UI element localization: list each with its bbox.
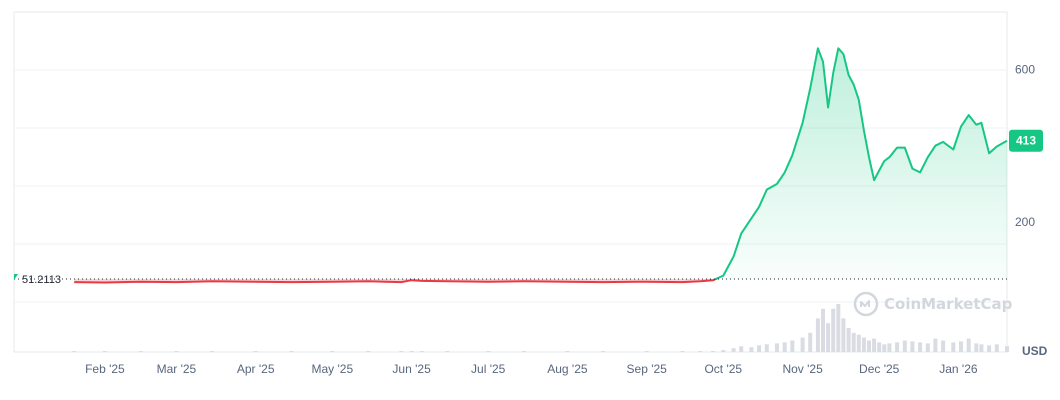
- x-tick-label: Aug '25: [547, 362, 588, 376]
- volume-bar: [601, 351, 606, 352]
- volume-bar: [836, 304, 841, 352]
- volume-bars: [72, 304, 1009, 352]
- volume-bar: [918, 342, 923, 352]
- volume-bar: [910, 341, 915, 352]
- price-line-up: [713, 47, 1008, 279]
- volume-bar: [959, 341, 963, 352]
- x-tick-label: Mar '25: [157, 362, 197, 376]
- x-tick-label: Jun '25: [392, 362, 431, 376]
- volume-bar: [815, 318, 820, 352]
- volume-bar: [1005, 346, 1009, 352]
- volume-bar: [680, 351, 685, 352]
- volume-bar: [721, 350, 726, 352]
- volume-bar: [841, 318, 846, 352]
- volume-bar: [739, 346, 744, 352]
- volume-bar: [831, 308, 836, 352]
- volume-bar: [522, 351, 526, 352]
- volume-bar: [895, 342, 900, 352]
- volume-bar: [846, 328, 851, 352]
- x-tick-label: Oct '25: [704, 362, 742, 376]
- volume-bar: [856, 334, 861, 352]
- current-price-label: 413: [1016, 134, 1036, 148]
- area-above-baseline: [715, 48, 1007, 279]
- volume-bar: [210, 351, 215, 352]
- volume-bar: [409, 351, 414, 352]
- volume-bar: [445, 351, 450, 352]
- volume-bar: [826, 323, 831, 352]
- volume-bar: [994, 344, 999, 352]
- y-tick-label: 200: [1015, 215, 1035, 229]
- volume-bar: [565, 351, 570, 352]
- currency-label: USD: [1022, 344, 1048, 358]
- volume-bar: [711, 351, 716, 352]
- volume-bar: [941, 340, 946, 352]
- volume-bar: [764, 344, 769, 352]
- volume-bar: [902, 340, 907, 352]
- volume-bar: [861, 337, 866, 352]
- volume-bar: [174, 351, 179, 352]
- volume-bar: [399, 351, 404, 352]
- volume-bar: [966, 338, 971, 352]
- x-tick-label: Jul '25: [471, 362, 506, 376]
- volume-bar: [987, 345, 992, 352]
- watermark-text: CoinMarketCap: [884, 295, 1013, 313]
- price-line-down: [74, 278, 719, 284]
- volume-bar: [486, 351, 491, 352]
- volume-bar: [877, 342, 882, 352]
- volume-bar: [800, 337, 805, 352]
- x-tick-label: Apr '25: [237, 362, 275, 376]
- volume-bar: [821, 308, 825, 352]
- x-tick-label: Jan '26: [939, 362, 978, 376]
- volume-bar: [808, 332, 813, 352]
- x-axis-ticks: Feb '25 Mar '25 Apr '25 May '25 Jun '25 Jul '…: [85, 362, 978, 376]
- volume-bar: [887, 343, 892, 352]
- y-tick-label: 600: [1015, 62, 1035, 76]
- volume-bar: [925, 343, 930, 352]
- volume-bar: [851, 332, 856, 352]
- baseline-marker-icon: [14, 273, 18, 280]
- x-tick-label: Dec '25: [859, 362, 900, 376]
- volume-bar: [366, 351, 371, 352]
- volume-bar: [731, 348, 736, 352]
- coinmarketcap-logo-icon: [853, 291, 879, 317]
- y-axis-ticks: 200 600: [1015, 62, 1035, 229]
- volume-bar: [979, 344, 984, 352]
- volume-bar: [644, 351, 649, 352]
- x-tick-label: Nov '25: [782, 362, 823, 376]
- volume-bar: [867, 340, 871, 352]
- volume-bar: [974, 343, 979, 352]
- volume-bar: [782, 342, 787, 352]
- volume-bar: [951, 342, 956, 352]
- baseline-label: 51.2113: [22, 274, 61, 286]
- watermark: CoinMarketCap: [853, 291, 1013, 317]
- volume-bar: [138, 351, 143, 352]
- volume-bar: [749, 347, 754, 352]
- volume-bar: [330, 351, 335, 352]
- volume-bar: [757, 345, 762, 352]
- volume-bar: [882, 344, 887, 352]
- volume-bar: [289, 351, 294, 352]
- volume-bar: [933, 338, 938, 352]
- current-price-badge-bg: [1009, 129, 1043, 152]
- x-tick-label: May '25: [311, 362, 353, 376]
- volume-bar: [872, 338, 877, 352]
- volume-bar: [698, 351, 703, 352]
- volume-bar: [419, 351, 424, 352]
- volume-bar: [253, 351, 258, 352]
- x-tick-label: Feb '25: [85, 362, 125, 376]
- volume-bar: [72, 351, 77, 352]
- current-price-badge: 413: [1009, 129, 1043, 152]
- volume-bar: [790, 340, 795, 352]
- x-tick-label: Sep '25: [627, 362, 668, 376]
- volume-bar: [102, 351, 107, 352]
- volume-bar: [775, 343, 779, 352]
